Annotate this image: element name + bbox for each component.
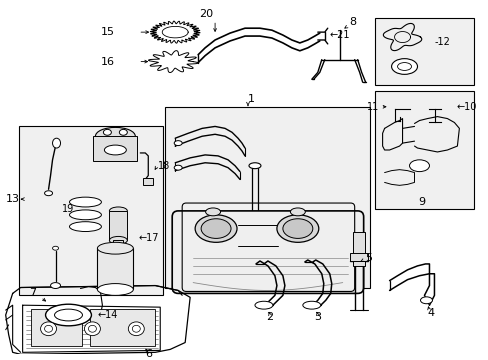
Bar (97, 248, 133, 289)
Bar (349, 253, 367, 261)
Text: 6: 6 (144, 349, 151, 359)
Ellipse shape (302, 301, 320, 309)
Ellipse shape (276, 215, 318, 242)
Ellipse shape (69, 197, 101, 207)
Ellipse shape (248, 163, 261, 168)
Bar (374, 91, 473, 209)
Ellipse shape (69, 210, 101, 220)
Bar (109, 211, 127, 240)
Ellipse shape (103, 129, 111, 135)
Text: -12: -12 (433, 37, 449, 47)
Ellipse shape (397, 63, 411, 71)
Text: ←14: ←14 (97, 310, 118, 320)
Bar (165, 107, 369, 288)
Bar (90, 309, 155, 346)
Ellipse shape (41, 322, 57, 336)
Text: 1: 1 (247, 94, 254, 104)
Text: ←21: ←21 (329, 30, 349, 40)
Ellipse shape (44, 325, 52, 332)
Ellipse shape (95, 127, 135, 145)
Ellipse shape (128, 322, 144, 336)
Bar (352, 231, 364, 266)
Ellipse shape (283, 219, 312, 238)
Text: 8: 8 (349, 17, 356, 27)
Text: 5: 5 (365, 253, 372, 263)
Ellipse shape (290, 208, 305, 216)
Bar (19, 126, 163, 295)
Ellipse shape (174, 141, 182, 145)
Ellipse shape (195, 215, 237, 242)
Ellipse shape (205, 208, 220, 216)
Ellipse shape (201, 219, 230, 238)
Ellipse shape (119, 129, 127, 135)
Ellipse shape (97, 284, 133, 295)
Bar (93, 136, 137, 161)
Text: ←17: ←17 (138, 233, 159, 243)
Text: 4: 4 (427, 308, 434, 318)
Ellipse shape (254, 301, 272, 309)
Text: ←10: ←10 (455, 102, 476, 112)
Ellipse shape (45, 304, 91, 326)
Text: 15: 15 (100, 27, 114, 37)
Ellipse shape (44, 191, 52, 196)
Ellipse shape (132, 325, 140, 332)
Ellipse shape (391, 59, 417, 75)
Text: 11: 11 (366, 102, 379, 112)
Ellipse shape (52, 246, 59, 250)
Ellipse shape (84, 322, 100, 336)
Text: 13: 13 (6, 194, 20, 204)
Text: 18: 18 (158, 161, 170, 171)
Ellipse shape (109, 237, 127, 244)
Ellipse shape (420, 297, 431, 304)
Ellipse shape (97, 242, 133, 254)
Ellipse shape (69, 222, 101, 231)
Text: 16: 16 (100, 57, 114, 67)
Bar (113, 240, 123, 250)
Bar (143, 177, 153, 185)
Text: 19: 19 (62, 204, 75, 214)
Ellipse shape (109, 207, 127, 215)
Text: 3: 3 (314, 312, 321, 322)
Ellipse shape (52, 138, 61, 148)
Bar (374, 18, 473, 85)
Text: 9: 9 (417, 197, 424, 207)
FancyBboxPatch shape (172, 211, 363, 293)
Ellipse shape (88, 325, 96, 332)
Ellipse shape (408, 160, 428, 172)
Text: 20: 20 (199, 9, 213, 19)
Ellipse shape (55, 309, 82, 321)
Text: 7: 7 (29, 288, 36, 298)
Text: 2: 2 (266, 312, 273, 322)
Bar (31, 309, 82, 346)
Ellipse shape (50, 283, 61, 288)
Ellipse shape (104, 145, 126, 155)
Ellipse shape (174, 165, 182, 170)
